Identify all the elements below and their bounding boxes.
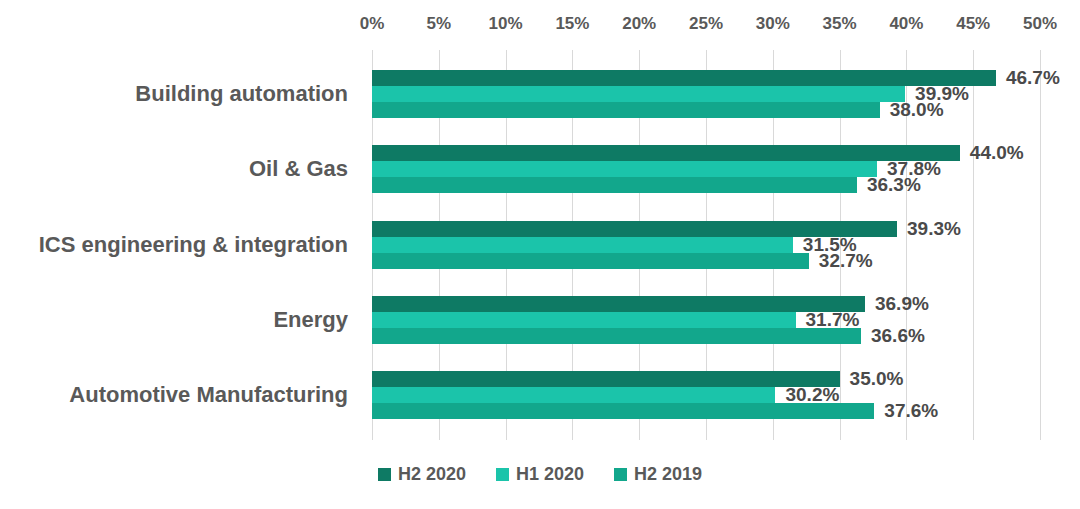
legend: H2 2020 H1 2020 H2 2019 <box>0 464 1080 485</box>
bar <box>372 177 857 193</box>
bar <box>372 371 840 387</box>
category-label: Building automation <box>0 70 348 118</box>
legend-label: H1 2020 <box>516 464 584 485</box>
bar-value-label: 39.3% <box>907 221 961 237</box>
bar-value-label: 35.0% <box>850 371 904 387</box>
gridline <box>973 50 974 440</box>
legend-item: H2 2019 <box>614 464 702 485</box>
plot-area: 46.7%39.9%38.0%44.0%37.8%36.3%39.3%31.5%… <box>372 50 1040 432</box>
bar <box>372 296 865 312</box>
bar-value-label: 30.2% <box>785 387 839 403</box>
category-label: ICS engineering & integration <box>0 221 348 269</box>
legend-label: H2 2019 <box>634 464 702 485</box>
bar <box>372 312 796 328</box>
bar-value-label: 38.0% <box>890 102 944 118</box>
category-label: Energy <box>0 296 348 344</box>
bar <box>372 328 861 344</box>
legend-item: H2 2020 <box>378 464 466 485</box>
x-tick-label: 50% <box>1000 14 1080 34</box>
bar <box>372 70 996 86</box>
bar <box>372 387 775 403</box>
bar <box>372 102 880 118</box>
bar <box>372 403 874 419</box>
bar <box>372 145 960 161</box>
legend-swatch <box>614 468 627 481</box>
legend-swatch <box>378 468 391 481</box>
legend-label: H2 2020 <box>398 464 466 485</box>
bar-value-label: 37.6% <box>884 403 938 419</box>
category-label: Oil & Gas <box>0 145 348 193</box>
bar-value-label: 36.9% <box>875 296 929 312</box>
bar-chart: 46.7%39.9%38.0%44.0%37.8%36.3%39.3%31.5%… <box>0 0 1080 509</box>
bar <box>372 237 793 253</box>
bar-value-label: 46.7% <box>1006 70 1060 86</box>
bar-value-label: 31.7% <box>806 312 860 328</box>
bar <box>372 86 905 102</box>
bar-value-label: 32.7% <box>819 253 873 269</box>
gridline <box>1040 50 1041 440</box>
legend-item: H1 2020 <box>496 464 584 485</box>
category-label: Automotive Manufacturing <box>0 371 348 419</box>
legend-swatch <box>496 468 509 481</box>
bar-value-label: 36.6% <box>871 328 925 344</box>
bar <box>372 253 809 269</box>
bar <box>372 161 877 177</box>
bar-value-label: 36.3% <box>867 177 921 193</box>
bar-value-label: 44.0% <box>970 145 1024 161</box>
